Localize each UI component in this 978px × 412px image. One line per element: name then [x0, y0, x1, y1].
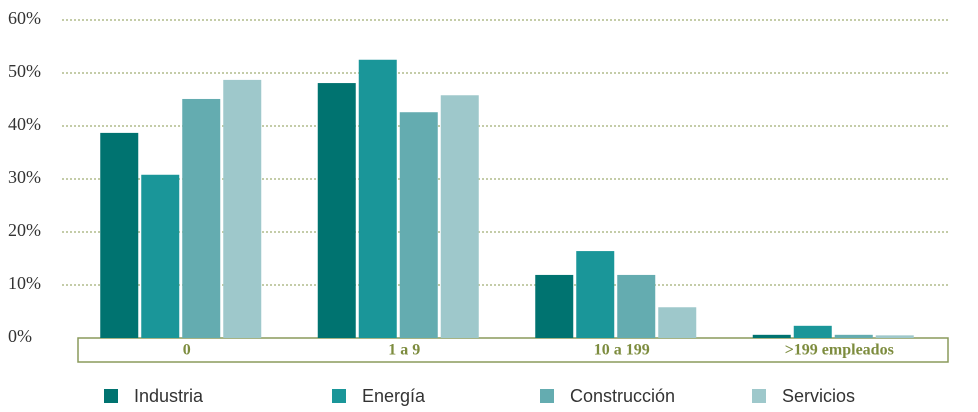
legend-label: Servicios: [782, 386, 855, 406]
bar: [182, 98, 221, 338]
bar: [100, 132, 139, 338]
bar: [752, 334, 791, 338]
bar: [223, 79, 262, 338]
legend-swatch: [540, 389, 554, 403]
legend-swatch: [752, 389, 766, 403]
bar: [793, 325, 832, 338]
x-tick-label: 10 a 199: [594, 342, 650, 359]
bar: [141, 174, 180, 338]
x-tick-label: 0: [183, 342, 191, 359]
y-tick-label: 20%: [8, 220, 41, 240]
legend-swatch: [104, 389, 118, 403]
bar: [358, 59, 397, 338]
y-tick-label: 0%: [8, 326, 32, 346]
legend-label: Energía: [362, 386, 426, 406]
bar: [440, 95, 479, 338]
y-tick-label: 40%: [8, 114, 41, 134]
bar: [617, 274, 656, 338]
bar: [875, 335, 914, 338]
y-tick-label: 10%: [8, 273, 41, 293]
bar: [658, 307, 697, 338]
bar: [834, 334, 873, 338]
bar: [317, 83, 356, 338]
category-box: [77, 337, 949, 363]
x-tick-label: >199 empleados: [785, 342, 894, 359]
legend-label: Industria: [134, 386, 204, 406]
x-tick-label: 1 a 9: [388, 342, 420, 359]
bar: [399, 112, 438, 338]
y-tick-label: 50%: [8, 61, 41, 81]
legend-swatch: [332, 389, 346, 403]
bar: [535, 274, 574, 338]
y-tick-label: 30%: [8, 167, 41, 187]
bar: [576, 251, 615, 338]
y-tick-label: 60%: [8, 8, 41, 28]
legend-label: Construcción: [570, 386, 675, 406]
